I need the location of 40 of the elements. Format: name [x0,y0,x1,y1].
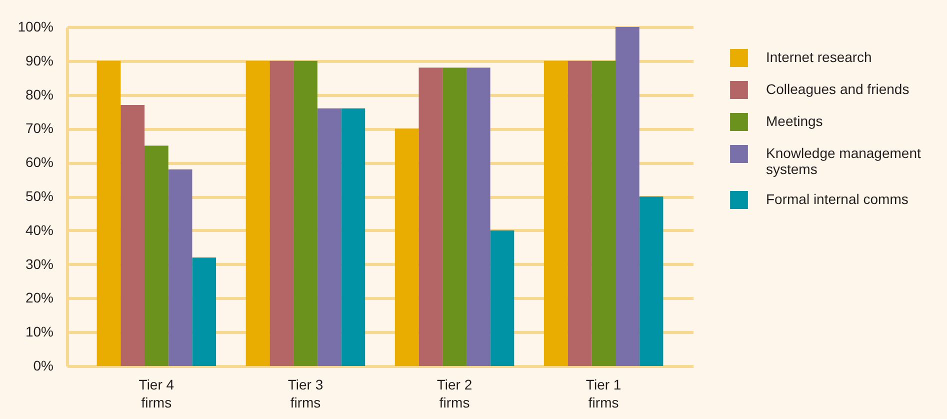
bar [96,60,121,366]
x-tick-label: Tier 1 firms [586,376,622,410]
bar [317,108,342,366]
bar [544,60,568,366]
y-tick-label: 50% [25,188,54,204]
bar [341,108,366,366]
y-tick-label: 20% [25,290,54,306]
y-tick-label: 70% [25,120,54,136]
y-tick-label: 10% [25,324,54,340]
bar [294,60,318,366]
x-tick-label: Tier 3 firms [288,376,324,410]
x-tick-label: Tier 4 firms [138,376,174,410]
bar [639,196,664,366]
x-tick-label: Tier 2 firms [436,376,472,410]
bar [490,230,514,366]
bar [270,60,294,366]
bar [144,146,168,366]
bar [192,258,216,366]
bar [120,104,145,366]
y-tick-label: 0% [33,358,54,374]
y-tick-label: 30% [25,256,54,272]
y-tick-label: 80% [25,86,54,102]
bar [442,68,466,366]
bar [418,68,443,366]
y-tick-label: 90% [25,52,54,68]
legend-label: Internet research [766,49,872,65]
y-tick-label: 100% [18,18,54,34]
y-tick-label: 40% [25,222,54,238]
bar [168,169,192,366]
bar [394,128,419,366]
legend-label: Meetings [766,113,823,129]
bar [246,60,270,366]
y-tick-label: 60% [25,154,54,170]
bar [592,60,616,366]
bar [615,27,640,366]
legend-label: Colleagues and friends [766,81,910,97]
legend-label: Formal internal comms [766,191,908,207]
legend-label: Knowledge management systems [766,145,921,177]
bar [568,60,592,366]
bar [466,68,490,366]
